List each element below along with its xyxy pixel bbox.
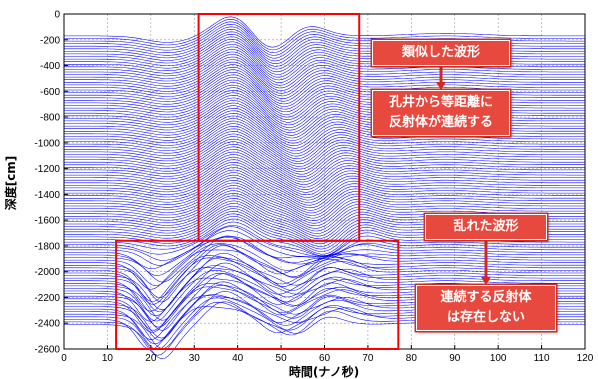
waveform-trace (64, 267, 585, 312)
y-tick-label: -2400 (34, 319, 60, 330)
arrow-head (481, 277, 491, 285)
waveform-trace (64, 143, 585, 180)
waveform-trace (64, 230, 585, 266)
waveform-trace (64, 257, 585, 305)
y-tick-label: -600 (40, 87, 60, 98)
waveform-trace (64, 236, 585, 276)
waveform-trace (64, 235, 585, 283)
x-tick-label: 30 (189, 353, 201, 364)
y-tick-label: -200 (40, 35, 60, 46)
annotation-arrows (436, 66, 491, 285)
annotation-disturbed-waveform: 乱れた波形 (425, 214, 547, 240)
waveform-trace (64, 56, 585, 91)
y-tick-label: -2600 (34, 345, 60, 356)
waveform-trace (64, 236, 585, 269)
waveform-trace (64, 245, 585, 303)
waveform-trace (64, 133, 585, 170)
waveform-trace (64, 64, 585, 99)
waveform-trace (64, 59, 585, 94)
waveform-trace (64, 172, 585, 209)
waveform-trace (64, 192, 585, 229)
waveform-trace (64, 182, 585, 219)
waveform-trace (64, 187, 585, 224)
waveform-trace (64, 164, 585, 201)
y-tick-label: -1800 (34, 241, 60, 252)
y-tick-label: 0 (54, 10, 60, 21)
waveform-trace (64, 123, 585, 160)
x-axis-title: 時間(ナノ秒) (289, 364, 359, 379)
arrow-head (436, 82, 446, 90)
waveform-trace (64, 146, 585, 183)
waveform-trace (64, 16, 585, 48)
waveform-trace (64, 156, 585, 193)
y-axis-title: 深度[cm] (3, 156, 18, 211)
waveform-trace (64, 255, 585, 302)
waveform-trace (64, 177, 585, 214)
waveform-trace (64, 69, 585, 105)
x-tick-label: 100 (490, 353, 507, 364)
waveform-trace (64, 174, 585, 211)
x-tick-label: 10 (102, 353, 114, 364)
waveform-trace (64, 125, 585, 162)
waveform-trace (64, 151, 585, 188)
waveform-trace (64, 66, 585, 102)
annotation-no-reflector: 連続する反射体 は存在しない (416, 285, 556, 331)
waveform-trace (64, 169, 585, 206)
waveform-trace (64, 141, 585, 178)
waveform-trace (64, 154, 585, 190)
waveform-trace (64, 185, 585, 221)
waveform-trace (64, 61, 585, 97)
waveform-trace (64, 120, 585, 157)
y-tick-label: -800 (40, 113, 60, 124)
highlight-regions (115, 13, 400, 350)
waveform-trace (64, 265, 585, 316)
y-tick-label: -400 (40, 61, 60, 72)
annotation-similar-waveform: 類似した波形 (372, 40, 510, 66)
x-tick-label: 70 (362, 353, 374, 364)
y-tick-label: -1000 (34, 138, 60, 149)
waveform-trace (64, 257, 585, 312)
x-tick-label: 20 (145, 353, 157, 364)
x-tick-label: 90 (449, 353, 461, 364)
waveform-trace (64, 221, 585, 256)
waveform-trace (64, 167, 585, 203)
waveform-trace (64, 49, 585, 83)
waveform-trace (64, 190, 585, 227)
x-tick-label: 0 (61, 353, 67, 364)
waveform-trace (64, 159, 585, 196)
y-tick-label: -2200 (34, 293, 60, 304)
waveform-trace (64, 180, 585, 216)
x-tick-labels: 0 10 20 30 40 50 60 70 80 90 100 110 120 (61, 345, 594, 364)
x-tick-label: 60 (319, 353, 331, 364)
waveform-trace (64, 252, 585, 311)
waveform-trace (64, 118, 585, 154)
waveform-trace (64, 54, 585, 89)
y-tick-label: -1200 (34, 164, 60, 175)
y-tick-label: -2000 (34, 267, 60, 278)
x-tick-label: 40 (232, 353, 244, 364)
waveform-trace (64, 131, 585, 167)
y-tick-labels: 0 -200 -400 -600 -800 -1000 -1200 -1400 -1600 -18… (34, 10, 68, 356)
waveform-trace (64, 138, 585, 175)
x-tick-label: 80 (406, 353, 418, 364)
waveform-trace (64, 149, 585, 185)
highlight-region-2 (115, 239, 400, 350)
x-tick-label: 120 (577, 353, 594, 364)
waveform-trace (64, 128, 585, 165)
waveform-trace (64, 19, 585, 51)
waveform-trace (64, 136, 585, 172)
x-tick-label: 110 (534, 353, 550, 364)
waveform-trace (64, 244, 585, 298)
waveform-trace (64, 51, 585, 86)
y-tick-label: -1400 (34, 190, 60, 201)
y-tick-label: -1600 (34, 216, 60, 227)
waveform-trace (64, 162, 585, 198)
annotation-continuous-reflector: 孔井から等距離に 反射体が連続する (372, 90, 510, 136)
waveform-trace (64, 46, 585, 81)
x-tick-label: 50 (276, 353, 288, 364)
